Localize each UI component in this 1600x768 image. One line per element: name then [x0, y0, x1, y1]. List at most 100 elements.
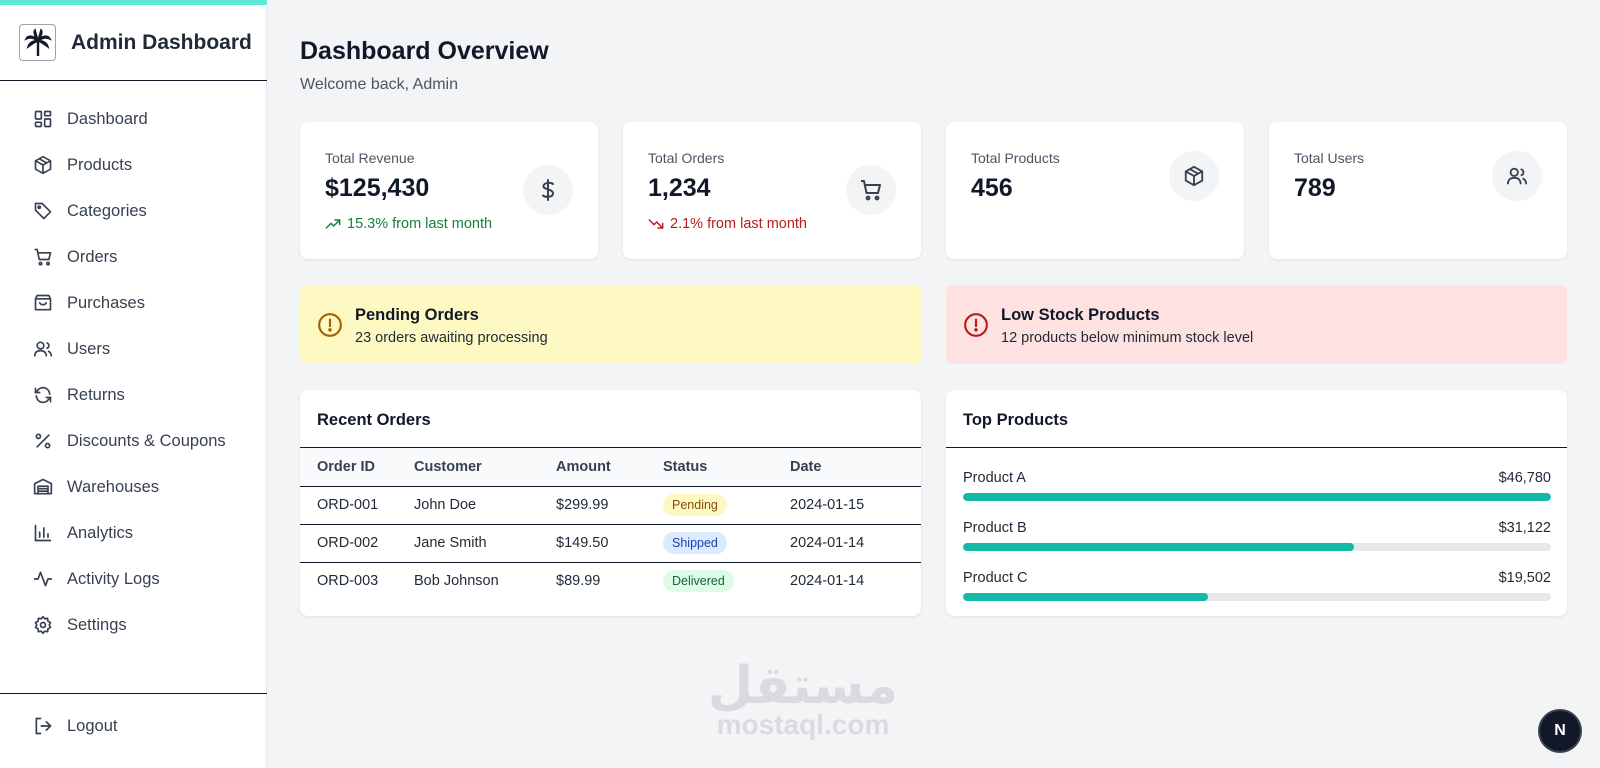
stat-label: Total Users: [1294, 150, 1365, 166]
sidebar-item-label: Discounts & Coupons: [67, 431, 226, 450]
sidebar-item-label: Warehouses: [67, 477, 160, 496]
sidebar-item-purchases[interactable]: Purchases: [0, 280, 267, 326]
box-icon: [33, 155, 53, 175]
progress-fill: [963, 593, 1209, 601]
sidebar-item-activity-logs[interactable]: Activity Logs: [0, 556, 267, 602]
product-name: Product C: [963, 570, 1028, 586]
orders-table: Order ID Customer Amount Status Date ORD…: [300, 448, 921, 600]
watermark-arabic: مستقل: [707, 656, 899, 716]
box-icon: [1169, 151, 1219, 201]
product-progress-bar: [963, 493, 1551, 501]
low-stock-alert[interactable]: Low Stock Products 12 products below min…: [946, 285, 1567, 364]
sidebar-item-orders[interactable]: Orders: [0, 234, 267, 280]
product-row: Product A $46,780: [963, 470, 1551, 501]
bar-chart-icon: [33, 523, 53, 543]
order-date: 2024-01-14: [790, 535, 865, 551]
alert-circle-icon: [964, 313, 988, 337]
column-header: Order ID: [317, 458, 376, 475]
alert-text: 23 orders awaiting processing: [355, 330, 548, 346]
users-icon: [1492, 151, 1542, 201]
alert-title: Pending Orders: [355, 306, 479, 324]
product-row: Product C $19,502: [963, 570, 1551, 601]
cart-icon: [33, 247, 53, 267]
trending-up-icon: [325, 219, 341, 229]
sidebar-item-label: Settings: [67, 615, 127, 634]
sidebar: Admin Dashboard Dashboard Products Categ…: [0, 0, 267, 768]
panel-title: Recent Orders: [317, 411, 431, 429]
order-id: ORD-001: [317, 497, 379, 513]
status-badge: Delivered: [663, 570, 734, 593]
recent-orders-panel: Recent Orders Order ID Customer Amount S…: [300, 390, 921, 616]
product-name: Product B: [963, 520, 1027, 536]
sidebar-item-label: Dashboard: [67, 109, 148, 128]
users-icon: [33, 339, 53, 359]
gear-icon: [33, 615, 53, 635]
stat-card-orders: Total Orders 1,234 2.1% from last month: [623, 122, 921, 259]
top-products-panel: Top Products Product A $46,780 Product B…: [946, 390, 1567, 616]
sidebar-item-analytics[interactable]: Analytics: [0, 510, 267, 556]
trending-down-icon: [648, 219, 664, 229]
shopping-bag-icon: [33, 293, 53, 313]
stat-value: 456: [971, 174, 1013, 202]
order-date: 2024-01-15: [790, 497, 865, 513]
order-amount: $299.99: [556, 497, 609, 513]
order-date: 2024-01-14: [790, 573, 865, 590]
product-row: Product B $31,122: [963, 520, 1551, 551]
alert-title: Low Stock Products: [1001, 306, 1160, 324]
stat-value: $125,430: [325, 174, 430, 202]
divider: [300, 447, 921, 448]
sidebar-item-returns[interactable]: Returns: [0, 372, 267, 418]
product-progress-bar: [963, 593, 1551, 601]
stat-trend: 2.1% from last month: [648, 216, 807, 232]
sidebar-item-label: Products: [67, 155, 133, 174]
page-subtitle: Welcome back, Admin: [300, 76, 458, 93]
sidebar-nav: Dashboard Products Categories Orders Pur…: [0, 96, 267, 648]
stat-trend-text: 15.3% from last month: [347, 216, 493, 232]
progress-fill: [963, 493, 1551, 501]
progress-fill: [963, 543, 1355, 551]
product-value: $46,780: [1498, 470, 1551, 486]
order-amount: $149.50: [556, 535, 609, 551]
sidebar-item-discounts-coupons[interactable]: Discounts & Coupons: [0, 418, 267, 464]
sidebar-item-label: Returns: [67, 385, 125, 404]
sidebar-item-products[interactable]: Products: [0, 142, 267, 188]
refresh-icon: [33, 385, 53, 405]
product-progress-bar: [963, 543, 1551, 551]
sidebar-item-label: Purchases: [67, 293, 145, 312]
table-row[interactable]: ORD-001 John Doe $299.99 Pending 2024-01…: [300, 486, 921, 524]
stat-label: Total Revenue: [325, 150, 415, 166]
sidebar-item-warehouses[interactable]: Warehouses: [0, 464, 267, 510]
customer-name: John Doe: [414, 497, 477, 513]
main-content: Dashboard Overview Welcome back, Admin T…: [267, 0, 1600, 768]
column-header: Amount: [556, 458, 611, 475]
stat-label: Total Products: [971, 150, 1060, 166]
layout-grid-icon: [33, 109, 53, 129]
table-row[interactable]: ORD-003 Bob Johnson $89.99 Delivered 202…: [300, 562, 921, 600]
order-id: ORD-003: [317, 573, 379, 590]
product-value: $19,502: [1498, 570, 1551, 586]
pending-orders-alert[interactable]: Pending Orders 23 orders awaiting proces…: [300, 285, 921, 364]
corner-n-button[interactable]: N: [1540, 711, 1580, 751]
tag-icon: [33, 201, 53, 221]
customer-name: Bob Johnson: [414, 573, 499, 590]
stat-card-users: Total Users 789: [1269, 122, 1567, 259]
logout-button[interactable]: Logout: [33, 716, 117, 736]
stat-card-revenue: Total Revenue $125,430 15.3% from last m…: [300, 122, 598, 259]
sidebar-item-categories[interactable]: Categories: [0, 188, 267, 234]
sidebar-item-label: Users: [67, 339, 111, 358]
sidebar-item-label: Activity Logs: [67, 569, 160, 588]
palm-tree-icon: [19, 24, 56, 61]
stat-value: 1,234: [648, 174, 711, 202]
column-header: Customer: [414, 458, 482, 475]
column-header: Date: [790, 458, 822, 475]
sidebar-item-settings[interactable]: Settings: [0, 602, 267, 648]
percent-icon: [33, 431, 53, 451]
sidebar-item-label: Orders: [67, 247, 118, 266]
alert-circle-icon: [318, 313, 342, 337]
sidebar-item-users[interactable]: Users: [0, 326, 267, 372]
stat-label: Total Orders: [648, 150, 725, 166]
sidebar-footer: Logout: [0, 693, 267, 768]
table-row[interactable]: ORD-002 Jane Smith $149.50 Shipped 2024-…: [300, 524, 921, 562]
sidebar-item-label: Analytics: [67, 523, 134, 542]
sidebar-item-dashboard[interactable]: Dashboard: [0, 96, 267, 142]
